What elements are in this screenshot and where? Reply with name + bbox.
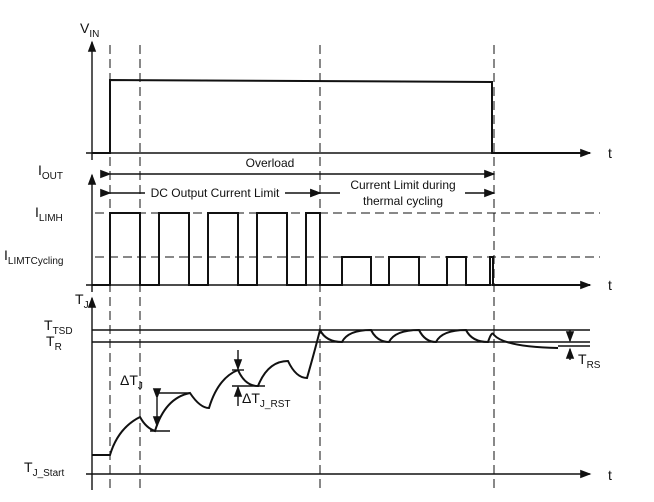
vin-signal bbox=[92, 78, 590, 154]
iout-signal bbox=[92, 212, 590, 286]
dtjrst-label: ΔTJ_RST bbox=[242, 390, 290, 410]
trs-label: TRS bbox=[578, 351, 601, 371]
tj-start-label: TJ_Start bbox=[24, 459, 64, 479]
dc-limit-label: DC Output Current Limit bbox=[151, 186, 280, 200]
dtj-label: ΔTJ bbox=[120, 372, 143, 392]
tj-plot bbox=[86, 296, 592, 490]
ilimh-label: ILIMH bbox=[35, 204, 63, 224]
overload-label: Overload bbox=[246, 156, 295, 170]
ttsd-label: TTSD bbox=[44, 317, 73, 337]
tj-label: TJ bbox=[75, 291, 89, 311]
t-label-vin: t bbox=[608, 145, 612, 161]
ilimcycling-label: ILIMTCycling bbox=[4, 247, 63, 267]
vin-plot bbox=[86, 40, 592, 160]
time-markers bbox=[109, 45, 495, 490]
vin-label: VIN bbox=[80, 20, 99, 40]
t-label-iout: t bbox=[608, 277, 612, 293]
thermal-label-line2: thermal cycling bbox=[363, 194, 443, 208]
iout-label: IOUT bbox=[38, 162, 63, 182]
t-label-tj: t bbox=[608, 467, 612, 483]
tr-label: TR bbox=[46, 333, 62, 353]
iout-plot bbox=[86, 169, 600, 292]
thermal-label-line1: Current Limit during bbox=[350, 178, 455, 192]
